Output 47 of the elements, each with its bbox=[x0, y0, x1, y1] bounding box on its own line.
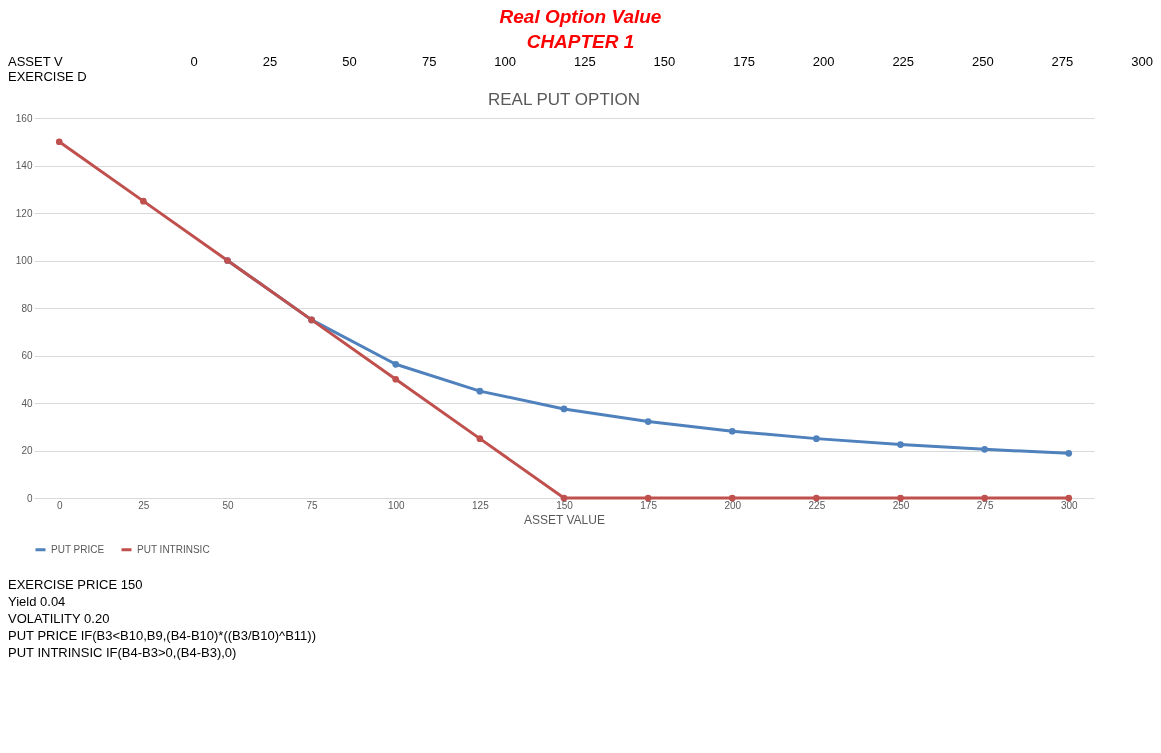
text: CHAPTER 1 bbox=[525, 30, 636, 54]
text: VOLATILITY 0.20 bbox=[8, 610, 111, 627]
category-label: 75 bbox=[421, 54, 437, 69]
y-tick-label: 120 bbox=[15, 207, 33, 219]
category-label: 275 bbox=[1051, 54, 1074, 69]
text: Yield 0.04 bbox=[8, 593, 67, 610]
x-tick-label: 175 bbox=[640, 499, 658, 511]
x-tick-label: 50 bbox=[222, 499, 234, 511]
x-tick-label: 250 bbox=[892, 499, 910, 511]
text: ASSET V bbox=[8, 54, 64, 69]
x-tick-label: 25 bbox=[138, 499, 150, 511]
y-tick-label: 80 bbox=[21, 302, 33, 314]
text: PUT INTRINSIC IF(B4-B3>0,(B4-B3),0) bbox=[8, 644, 238, 661]
x-tick-label: 75 bbox=[306, 499, 319, 511]
category-label: 250 bbox=[972, 54, 994, 69]
x-tick-label: 0 bbox=[56, 499, 63, 511]
text: PUT PRICE IF(B3<B10,B9,(B4-B10)*((B3/B10)^B11)) bbox=[8, 627, 317, 644]
text: Real Option Value bbox=[498, 5, 663, 29]
y-tick-label: 40 bbox=[21, 397, 33, 409]
x-tick-label: 100 bbox=[387, 499, 406, 511]
x-tick-label: 200 bbox=[724, 499, 742, 511]
legend-label: PUT PRICE bbox=[51, 543, 105, 555]
category-label: 225 bbox=[892, 54, 915, 69]
y-tick-label: 160 bbox=[15, 112, 33, 124]
category-label: 300 bbox=[1131, 54, 1153, 69]
chart-title: REAL PUT OPTION bbox=[487, 90, 641, 109]
y-tick-label: 140 bbox=[15, 160, 33, 171]
category-label: 175 bbox=[733, 54, 755, 69]
category-label: 50 bbox=[342, 54, 357, 69]
x-tick-label: 125 bbox=[472, 499, 490, 511]
legend-label: PUT INTRINSIC bbox=[137, 543, 210, 555]
category-label: 200 bbox=[812, 54, 835, 69]
category-label: 100 bbox=[494, 54, 517, 69]
text: EXERCISE PRICE 150 bbox=[8, 576, 144, 593]
y-tick-label: 100 bbox=[15, 255, 33, 266]
category-label: 0 bbox=[190, 54, 198, 69]
category-label: 125 bbox=[573, 54, 596, 69]
text: EXERCISE D bbox=[8, 69, 88, 84]
x-axis-title: ASSET VALUE bbox=[524, 512, 605, 527]
y-tick-label: 60 bbox=[21, 350, 33, 361]
x-tick-label: 150 bbox=[556, 499, 574, 511]
x-tick-label: 300 bbox=[1060, 499, 1079, 511]
x-tick-label: 225 bbox=[808, 499, 826, 511]
y-tick-label: 20 bbox=[21, 445, 33, 456]
category-label: 150 bbox=[653, 54, 676, 69]
category-label: 25 bbox=[262, 54, 278, 69]
x-tick-label: 275 bbox=[976, 499, 994, 511]
